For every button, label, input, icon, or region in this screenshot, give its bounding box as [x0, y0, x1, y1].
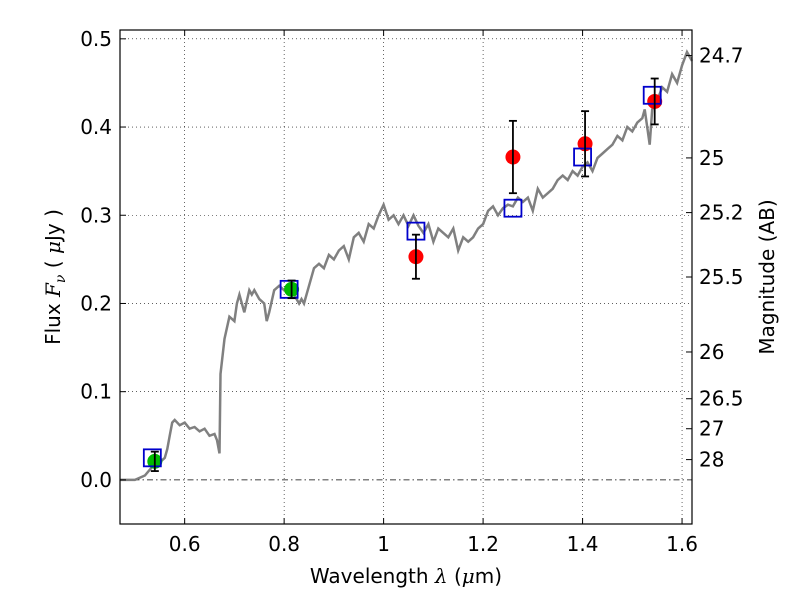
mag-tick-label: 27	[699, 417, 724, 441]
model-box-marker	[142, 448, 162, 468]
model-spectrum-line	[120, 49, 694, 482]
x-tick-label: 0.8	[268, 532, 300, 556]
grid-lines	[120, 30, 692, 524]
mag-tick-label: 25.5	[699, 265, 744, 289]
axis-ticks: 0.6 0.8 1 1.2 1.4 1.6 0.0 0.1 0.2 0.3 0.4 0.5 24.7 25…	[80, 27, 743, 556]
y-tick-label: 0.1	[80, 380, 112, 404]
y-tick-label: 0.3	[80, 203, 112, 227]
mag-tick-label: 26.5	[699, 387, 744, 411]
mag-tick-label: 26	[699, 340, 724, 364]
x-tick-label: 0.6	[169, 532, 201, 556]
y-axis-right-title: Magnitude (AB)	[755, 199, 779, 354]
x-tick-label: 1.6	[666, 532, 698, 556]
mag-tick-label: 25	[699, 146, 724, 170]
mag-tick-label: 28	[699, 448, 724, 472]
y-tick-label: 0.2	[80, 291, 112, 315]
model-box-marker	[503, 198, 523, 218]
x-tick-label: 1	[377, 532, 390, 556]
y-tick-label: 0.5	[80, 27, 112, 51]
model-box-marker	[573, 147, 592, 167]
x-tick-label: 1.2	[467, 532, 499, 556]
y-axis-title: Flux Fν ( μJy )	[41, 209, 69, 345]
mag-tick-label: 24.7	[699, 44, 744, 68]
y-tick-label: 0.4	[80, 115, 112, 139]
model-box-marker	[642, 85, 662, 105]
data-marks	[142, 77, 663, 472]
x-axis-title: Wavelength λ (μm)	[310, 564, 502, 588]
x-tick-label: 1.4	[567, 532, 599, 556]
mag-tick-label: 25.2	[699, 201, 744, 225]
y-tick-label: 0.0	[80, 468, 112, 492]
